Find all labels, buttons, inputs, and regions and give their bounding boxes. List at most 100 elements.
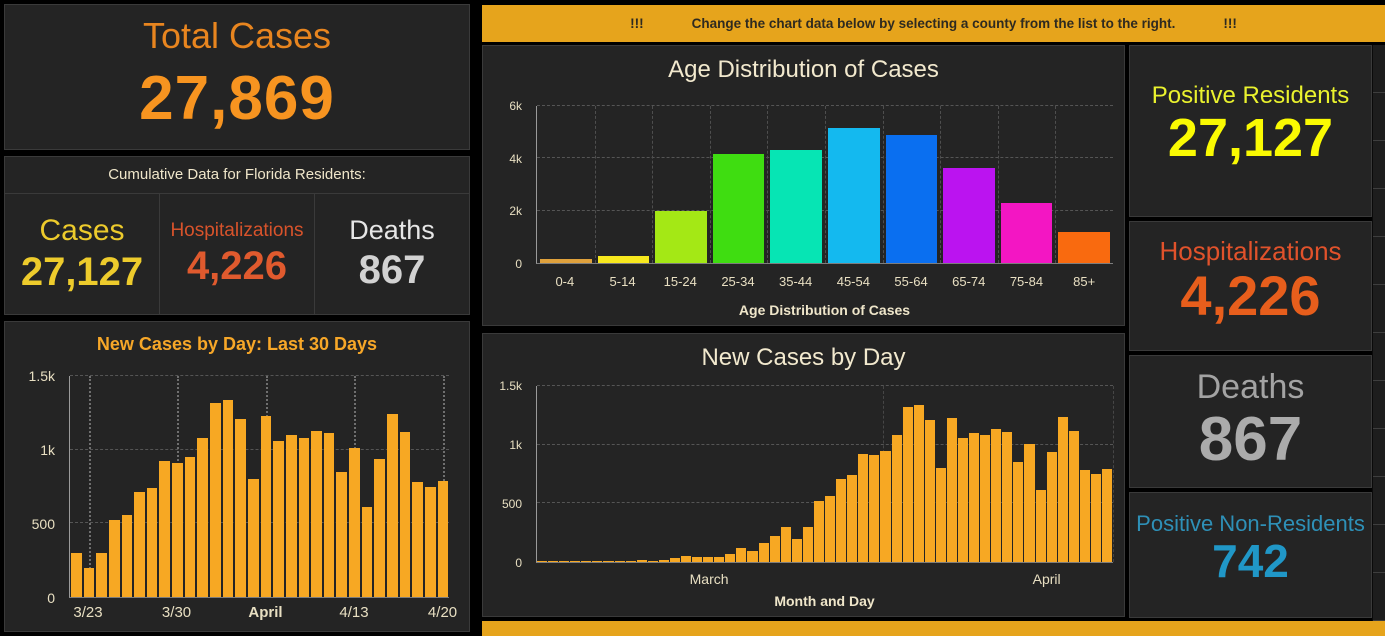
bar	[736, 547, 747, 562]
age-distribution-chart-card: Age Distribution of Cases 0 2k 4k 6k 0-4 5-1…	[482, 45, 1125, 326]
bar	[913, 404, 924, 562]
bar	[1068, 430, 1079, 562]
x-tick-label: 55-64	[894, 274, 928, 289]
bar-series	[537, 106, 1113, 263]
x-axis-labels: March April	[536, 571, 1113, 589]
bar	[1090, 474, 1101, 562]
bar	[537, 561, 548, 562]
hospitalizations-value: 4,226	[186, 243, 288, 288]
bar	[559, 561, 570, 562]
h-gridline	[70, 448, 449, 450]
bar	[412, 482, 423, 597]
positive-residents-value: 27,127	[1167, 108, 1334, 168]
bar	[980, 435, 991, 562]
bar-series	[70, 376, 449, 597]
bar	[260, 415, 272, 597]
bar	[758, 543, 769, 562]
x-tick-label: 4/20	[427, 604, 458, 621]
v-gridline	[594, 106, 596, 263]
bar	[184, 457, 196, 597]
bar	[943, 167, 995, 263]
age-distribution-plot	[536, 105, 1113, 264]
bar	[1101, 469, 1113, 562]
x-tick-label: April	[248, 604, 283, 621]
bar	[813, 501, 825, 562]
bar	[323, 433, 335, 597]
x-axis-labels: 0-4 5-14 15-24 25-34 35-44 45-54 55-64 65-74 75-…	[536, 274, 1113, 292]
h-gridline	[537, 385, 1113, 386]
bar	[134, 492, 145, 597]
positive-non-residents-value: 742	[1212, 535, 1289, 587]
bar	[725, 553, 736, 562]
bar	[891, 435, 902, 562]
x-tick-label: 5-14	[609, 274, 636, 289]
bar	[1079, 470, 1090, 562]
bar	[581, 561, 592, 562]
v-gridline	[767, 106, 769, 263]
positive-residents-label: Positive Residents	[1151, 82, 1350, 109]
y-tick-label: 2k	[509, 204, 522, 219]
bar	[858, 454, 869, 562]
deaths-card: Deaths 867	[1129, 355, 1372, 488]
bar	[1058, 231, 1110, 263]
bar	[71, 552, 82, 597]
total-cases-value: 27,869	[139, 64, 335, 133]
bar	[1046, 451, 1057, 562]
positive-non-residents-label: Positive Non-Residents	[1136, 511, 1365, 536]
cases-label: Cases	[39, 213, 125, 247]
county-list-edge[interactable]	[1372, 45, 1385, 621]
x-tick-label: 15-24	[663, 274, 697, 289]
y-axis-labels: 0 500 1k 1.5k	[491, 379, 530, 570]
bar	[946, 417, 957, 562]
y-tick-label: 6k	[509, 99, 522, 113]
bar	[285, 434, 297, 597]
bar	[83, 567, 95, 597]
bar-series	[537, 386, 1113, 562]
bar	[548, 561, 559, 562]
banner-message: Change the chart data below by selecting…	[691, 16, 1176, 31]
y-tick-label: 500	[501, 497, 522, 511]
age-chart-title: Age Distribution of Cases	[668, 56, 939, 83]
deaths-label: Deaths	[349, 215, 435, 245]
bar	[924, 420, 935, 562]
y-tick-label: 1k	[40, 442, 55, 459]
bar	[210, 402, 221, 597]
deaths-value: 867	[1198, 405, 1303, 474]
v-gridline	[997, 106, 999, 263]
h-gridline	[537, 105, 1113, 106]
bar	[614, 561, 625, 562]
bar	[957, 437, 969, 562]
y-tick-label: 1.5k	[499, 379, 522, 393]
total-cases-card: Total Cases 27,869	[4, 4, 470, 150]
bar	[991, 429, 1002, 562]
bar	[603, 561, 614, 562]
bar	[437, 480, 449, 597]
cases-value: 27,127	[20, 249, 144, 294]
x-axis-labels: 3/23 3/30 April 4/13 4/20	[69, 604, 457, 624]
bar	[1024, 443, 1035, 562]
banner-exclamation-left: !!!	[630, 16, 644, 31]
cumulative-stats-row: Cases 27,127 Hospitalizations 4,226 Deat…	[5, 194, 469, 314]
cumulative-deaths: Deaths 867	[315, 194, 469, 314]
y-tick-label: 4k	[509, 151, 522, 166]
deaths-label: Deaths	[1196, 368, 1305, 406]
deaths-value: 867	[358, 248, 426, 292]
h-gridline	[70, 522, 449, 524]
bar	[172, 462, 183, 597]
bar	[96, 552, 107, 597]
bar	[387, 414, 398, 597]
bar	[847, 475, 858, 562]
x-tick-label: 75-84	[1009, 274, 1044, 289]
new-cases-by-day-chart-card: New Cases by Day 0 500 1k 1.5k March April M…	[482, 333, 1125, 617]
x-tick-label: 0-4	[555, 274, 575, 289]
bar	[625, 561, 636, 562]
x-tick-label: 25-34	[721, 274, 755, 289]
bar	[703, 557, 714, 562]
cumulative-card: Cumulative Data for Florida Residents: C…	[4, 156, 470, 315]
cumulative-hospitalizations: Hospitalizations 4,226	[160, 194, 315, 314]
x-tick-label: March	[689, 571, 729, 587]
bar	[159, 461, 171, 597]
h-gridline	[70, 375, 449, 376]
new-cases-chart-title: New Cases by Day	[701, 344, 906, 371]
